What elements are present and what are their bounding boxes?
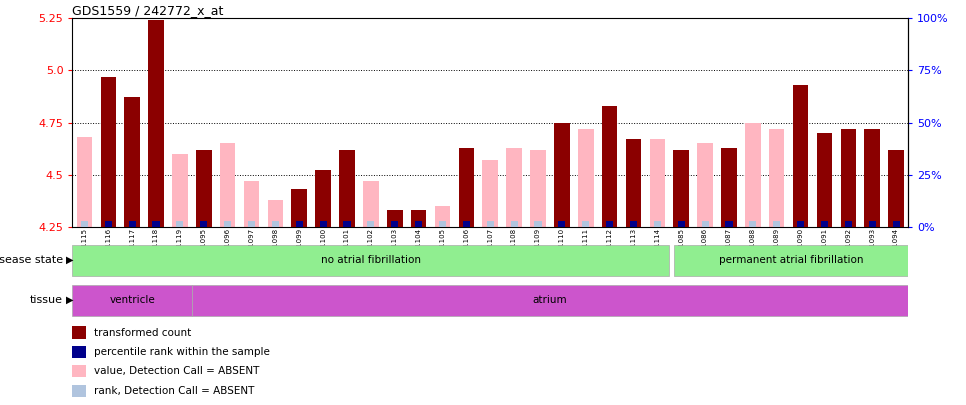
Bar [76,137,92,227]
Text: ▶: ▶ [66,254,73,264]
Bar [649,139,666,227]
Text: ventricle: ventricle [109,295,155,305]
Bar [339,149,355,227]
Bar [439,221,446,227]
Bar [292,189,307,227]
Bar [243,181,259,227]
Bar [534,221,542,227]
Bar [153,221,159,227]
Bar [697,143,713,227]
Bar [172,154,187,227]
Bar [797,221,804,227]
Bar [320,221,327,227]
Bar [793,85,809,227]
Bar [602,106,617,227]
Bar [391,221,398,227]
Bar [816,133,833,227]
Bar [104,221,112,227]
Bar [487,221,494,227]
Bar [530,149,546,227]
Bar [192,285,908,316]
Bar [840,129,856,227]
Bar [578,129,593,227]
Text: transformed count: transformed count [94,328,191,337]
Text: GDS1559 / 242772_x_at: GDS1559 / 242772_x_at [72,4,224,17]
Bar [363,181,379,227]
Bar [701,221,709,227]
Bar [745,122,760,227]
Bar [674,245,908,276]
Text: permanent atrial fibrillation: permanent atrial fibrillation [719,254,864,264]
Bar [72,245,669,276]
Bar [722,147,737,227]
Text: rank, Detection Call = ABSENT: rank, Detection Call = ABSENT [94,386,254,396]
Bar [200,221,208,227]
Bar [411,210,426,227]
Bar [81,221,88,227]
Bar [582,221,589,227]
Bar [459,147,474,227]
Bar [344,221,351,227]
Text: tissue: tissue [30,295,63,305]
Bar [750,221,756,227]
Bar [725,221,732,227]
Text: disease state: disease state [0,254,63,264]
Bar [367,221,375,227]
Bar [506,147,522,227]
Bar [821,221,828,227]
Bar [148,20,164,227]
Bar [606,221,613,227]
Bar [558,221,565,227]
Bar [678,221,685,227]
Bar [769,129,784,227]
Bar [654,221,661,227]
Bar [893,221,899,227]
Bar [773,221,781,227]
Text: atrium: atrium [532,295,567,305]
Bar [296,221,302,227]
Bar [865,129,880,227]
Bar [387,210,403,227]
Bar [125,98,140,227]
Bar [435,206,450,227]
Bar [415,221,422,227]
Bar [177,221,184,227]
Bar [626,139,641,227]
Bar [463,221,469,227]
Bar [315,171,331,227]
Bar [271,221,279,227]
Bar [224,221,231,227]
Bar [554,122,570,227]
Text: value, Detection Call = ABSENT: value, Detection Call = ABSENT [94,367,259,376]
Bar [889,149,904,227]
Bar [845,221,852,227]
Bar [511,221,518,227]
Text: percentile rank within the sample: percentile rank within the sample [94,347,270,357]
Bar [196,149,212,227]
Bar [868,221,876,227]
Bar [268,200,283,227]
Bar [128,221,135,227]
Text: no atrial fibrillation: no atrial fibrillation [321,254,421,264]
Text: ▶: ▶ [66,295,73,305]
Bar [630,221,637,227]
Bar [673,149,689,227]
Bar [248,221,255,227]
Bar [72,285,192,316]
Bar [100,77,116,227]
Bar [482,160,498,227]
Bar [220,143,236,227]
